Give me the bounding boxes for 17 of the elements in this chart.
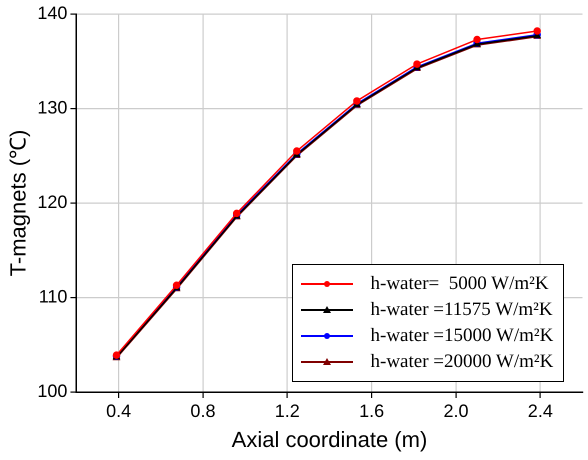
legend-label: h-water= 5000 W/m²K — [370, 272, 549, 296]
y-tick-label: 110 — [38, 286, 68, 306]
x-tick-label: 2.4 — [528, 400, 553, 421]
x-tick-label: 1.6 — [359, 400, 384, 421]
y-axis-title: T-magnets (℃) — [5, 130, 30, 276]
y-tick-label: 100 — [37, 380, 68, 401]
x-tick-label: 2.0 — [443, 400, 468, 421]
y-tick-label: 140 — [37, 2, 68, 23]
x-axis-title: Axial coordinate (m) — [232, 426, 428, 452]
x-tick-label: 1.2 — [274, 400, 300, 421]
x-tick-label: 0.8 — [190, 400, 216, 421]
y-tick-label: 120 — [37, 192, 68, 212]
legend-label: h-water =20000 W/m²K — [370, 350, 554, 374]
legend-label: h-water =15000 W/m²K — [370, 324, 554, 348]
x-tick-label: 0.4 — [106, 400, 132, 421]
y-tick-label: 130 — [37, 97, 68, 118]
legend-label: h-water =11575 W/m²K — [370, 298, 553, 322]
